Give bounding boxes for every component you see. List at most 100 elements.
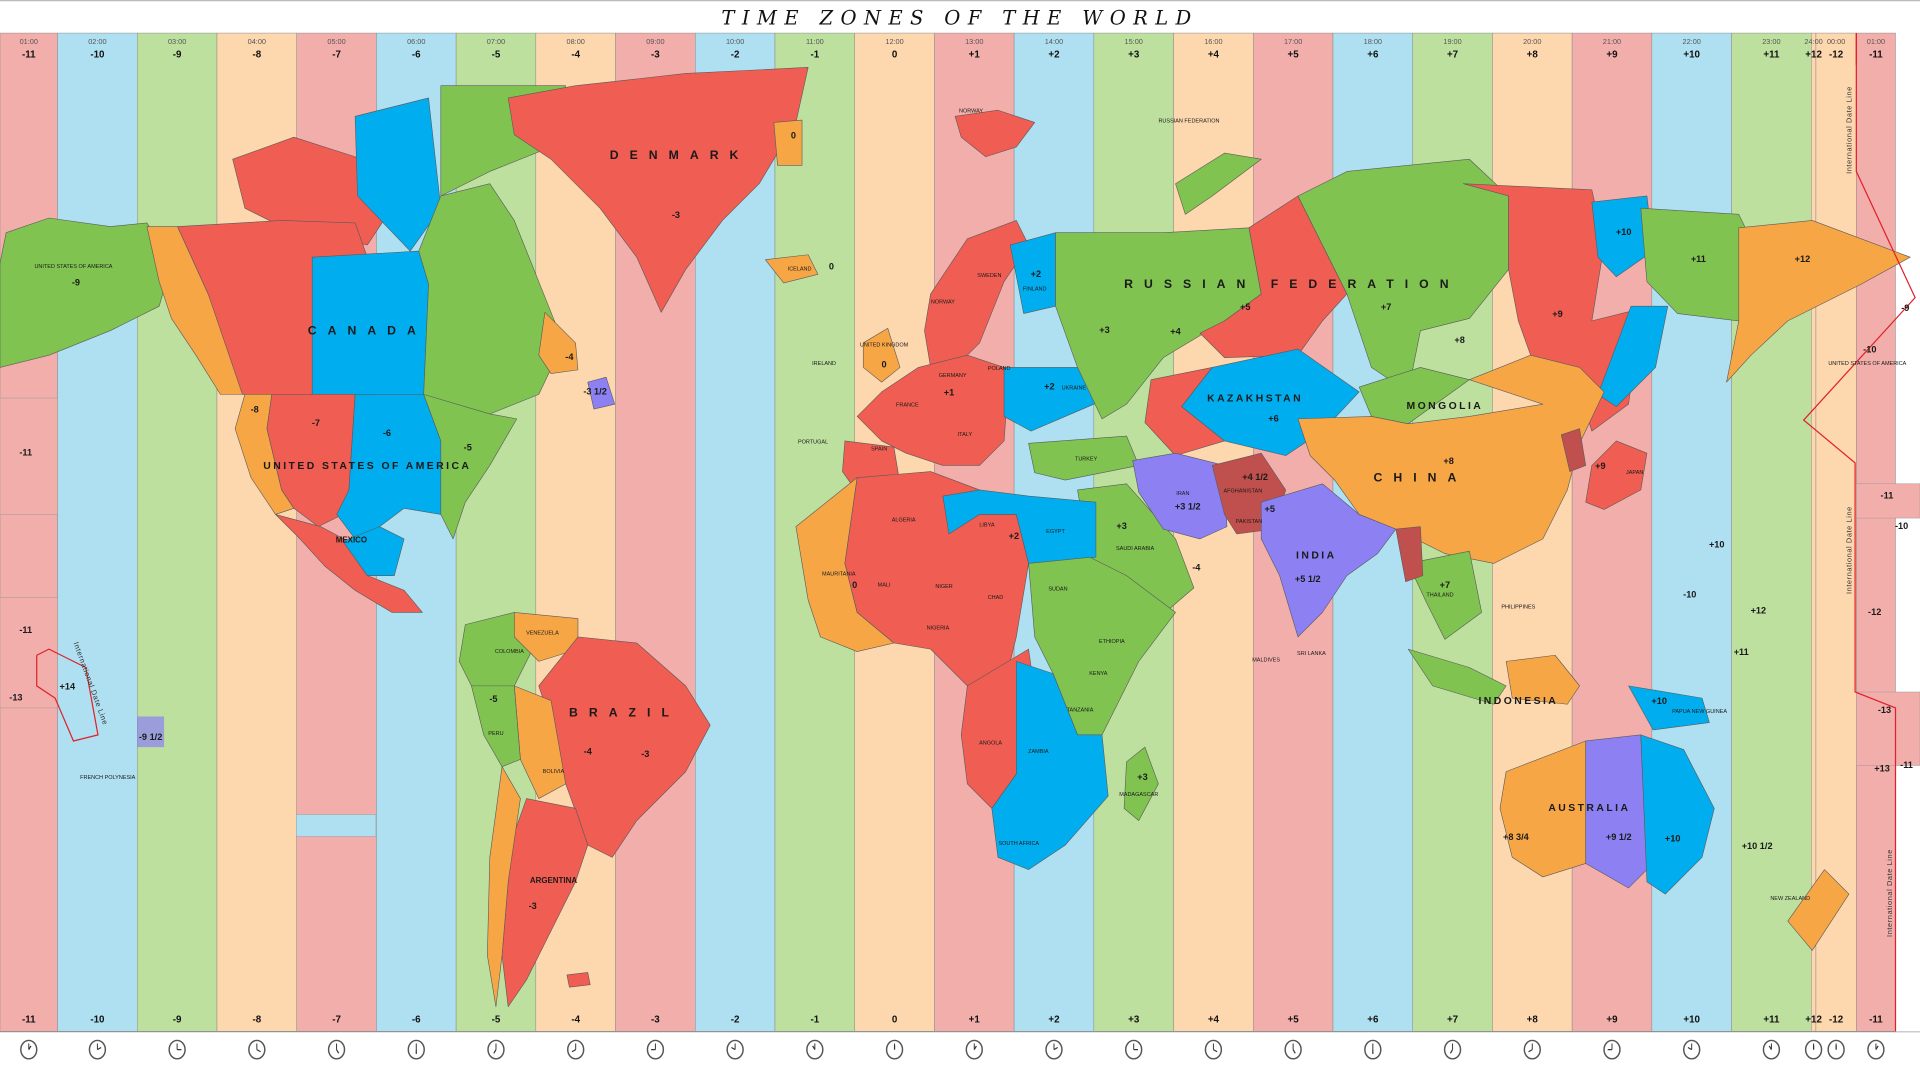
map-label: -5 bbox=[489, 694, 497, 704]
zone-offset: +4 bbox=[1208, 50, 1220, 61]
map-label: +2 bbox=[1009, 531, 1019, 541]
map-label: +7 bbox=[1381, 302, 1391, 312]
map-label: -3 bbox=[529, 901, 537, 911]
map-label: UNITED STATES OF AMERICA bbox=[34, 264, 112, 270]
zone-offset: -5 bbox=[492, 50, 501, 61]
ocean-zone-patches bbox=[0, 397, 1920, 837]
zone-time: 15:00 bbox=[1125, 37, 1143, 46]
canada-atlantic bbox=[538, 312, 579, 374]
map-label: MADAGASCAR bbox=[1119, 792, 1158, 798]
clock-icon bbox=[1124, 1039, 1143, 1060]
zone-offset-bottom: -11 bbox=[1869, 1015, 1883, 1026]
map-label: +13 bbox=[1874, 764, 1890, 774]
zone-time: 03:00 bbox=[168, 37, 186, 46]
russia-vladivostok-south bbox=[1597, 305, 1669, 407]
iran bbox=[1132, 452, 1228, 540]
clock-icon bbox=[88, 1039, 107, 1060]
map-label: ZAMBIA bbox=[1028, 749, 1049, 755]
zone-offset-bottom: +2 bbox=[1048, 1015, 1060, 1026]
zone-offset: +2 bbox=[1048, 50, 1060, 61]
map-label: TURKEY bbox=[1075, 457, 1098, 463]
russia-kamchatka bbox=[1726, 220, 1911, 383]
zone-time: 00:00 bbox=[1827, 37, 1845, 46]
zone-offset: -6 bbox=[412, 50, 421, 61]
russia-vladivostok-north bbox=[1591, 195, 1654, 278]
zone-time: 13:00 bbox=[965, 37, 983, 46]
clock-icon bbox=[248, 1039, 266, 1060]
map-label: RUSSIAN FEDERATION bbox=[1124, 277, 1459, 291]
zone-offset-bottom: -9 bbox=[173, 1015, 182, 1026]
map-label: -4 bbox=[565, 352, 574, 362]
central-europe bbox=[856, 354, 1007, 466]
zone-time: 11:00 bbox=[806, 37, 824, 46]
map-label: +3 1/2 bbox=[1175, 502, 1201, 512]
map-label: +10 bbox=[1709, 539, 1725, 549]
map-label: POLAND bbox=[988, 366, 1011, 372]
zone-offset: +11 bbox=[1763, 50, 1780, 61]
map-label: +5 1/2 bbox=[1295, 574, 1321, 584]
clock-icon bbox=[806, 1039, 824, 1060]
greenland-east bbox=[773, 119, 803, 166]
map-label: ANGOLA bbox=[979, 741, 1002, 747]
map-label: +11 bbox=[1691, 254, 1706, 264]
map-label: MONGOLIA bbox=[1407, 401, 1484, 412]
map-label: VENEZUELA bbox=[526, 630, 559, 636]
clock-icon bbox=[1762, 1039, 1781, 1060]
map-label: SRI LANKA bbox=[1297, 651, 1326, 657]
map-label: SAUDI ARABIA bbox=[1116, 546, 1155, 552]
indonesia-west bbox=[1407, 648, 1507, 705]
clock-icon bbox=[965, 1039, 983, 1060]
map-label: +12 bbox=[1751, 606, 1767, 616]
map-label: NORWAY bbox=[959, 109, 983, 115]
zone-offset-bottom: +7 bbox=[1447, 1015, 1459, 1026]
zone-offset-bottom: +11 bbox=[1763, 1015, 1780, 1026]
alaska bbox=[0, 217, 172, 368]
zone-time: 08:00 bbox=[567, 37, 585, 46]
zone-offset-bottom: +4 bbox=[1208, 1015, 1220, 1026]
canada-arctic-islands-red bbox=[232, 136, 393, 246]
zone-offset: 0 bbox=[892, 50, 898, 61]
map-label: -9 1/2 bbox=[139, 732, 162, 742]
zone-offset: +5 bbox=[1288, 50, 1300, 61]
map-label: KAZAKHSTAN bbox=[1207, 394, 1303, 405]
novaya-zemlya bbox=[1175, 152, 1262, 215]
zone-offset: -8 bbox=[252, 50, 261, 61]
map-labels: DENMARK -3 0 CANADA UNITED STATES OF AMERICA… bbox=[9, 109, 1913, 911]
india bbox=[1260, 483, 1397, 638]
map-label: +8 bbox=[1454, 335, 1464, 345]
map-label: +9 1/2 bbox=[1606, 832, 1632, 842]
map-label: -11 bbox=[19, 448, 32, 458]
map-label: +7 bbox=[1440, 580, 1450, 590]
map-label: COLOMBIA bbox=[495, 649, 524, 655]
zone-time: 23:00 bbox=[1762, 37, 1780, 46]
map-label: -11 bbox=[1900, 760, 1913, 770]
landmasses bbox=[0, 67, 1911, 1008]
scandinavia bbox=[924, 220, 1029, 368]
indonesia-central bbox=[1505, 654, 1580, 705]
iceland bbox=[765, 254, 819, 284]
map-label: -3 1/2 bbox=[583, 386, 606, 396]
southeast-asia bbox=[1407, 550, 1482, 640]
madagascar bbox=[1123, 746, 1159, 821]
new-zealand bbox=[1787, 869, 1850, 951]
zone-offset-bottom: -3 bbox=[651, 1015, 660, 1026]
map-label: +8 bbox=[1443, 456, 1453, 466]
zone-offset: +1 bbox=[969, 50, 981, 61]
zone-stripe bbox=[1815, 32, 1857, 1032]
zone-offset-bottom: +8 bbox=[1527, 1015, 1539, 1026]
zone-offset: -11 bbox=[22, 50, 36, 61]
map-label: BOLIVIA bbox=[543, 769, 565, 775]
clock-icon bbox=[1603, 1039, 1621, 1060]
map-label: UNITED STATES OF AMERICA bbox=[1828, 361, 1906, 367]
burma bbox=[1395, 526, 1424, 583]
map-label: +5 bbox=[1265, 504, 1275, 514]
map-label: +10 bbox=[1651, 696, 1667, 706]
zone-offset-bottom: -10 bbox=[90, 1015, 105, 1026]
map-label: 0 bbox=[829, 261, 834, 271]
map-label: JAPAN bbox=[1626, 470, 1643, 476]
southern-africa bbox=[991, 661, 1109, 870]
zone-offset-bottom: -12 bbox=[1829, 1015, 1844, 1026]
mexico-central bbox=[342, 526, 405, 576]
map-label: NIGERIA bbox=[927, 626, 950, 632]
international-date-line bbox=[36, 33, 1916, 1032]
